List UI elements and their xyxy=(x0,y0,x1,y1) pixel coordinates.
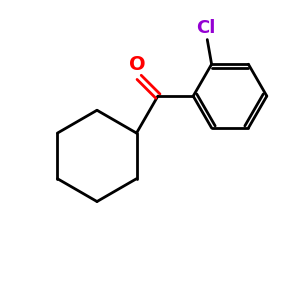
Text: Cl: Cl xyxy=(196,19,215,37)
Text: O: O xyxy=(129,55,146,74)
